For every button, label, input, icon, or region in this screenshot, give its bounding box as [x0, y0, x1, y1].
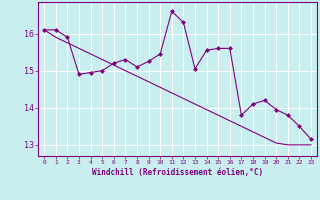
X-axis label: Windchill (Refroidissement éolien,°C): Windchill (Refroidissement éolien,°C) — [92, 168, 263, 177]
